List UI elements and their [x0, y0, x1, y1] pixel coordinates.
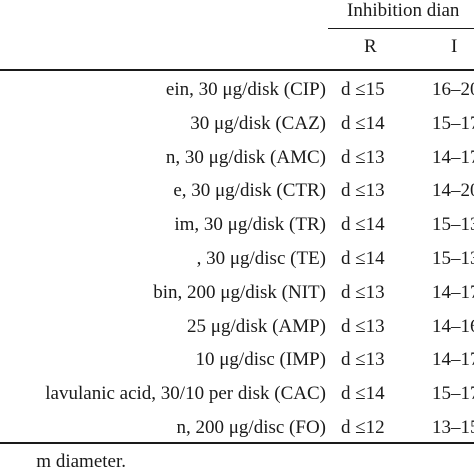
r-cell: d ≤13 [341, 146, 385, 168]
agent-cell: im, 30 μg/disk (TR) [174, 214, 326, 236]
i-cell: 15–17 [432, 112, 474, 134]
table-row: n, 200 μg/disc (FO) d ≤12 13–15 [0, 411, 474, 445]
table-row: , 30 μg/disc (TE) d ≤14 15–13 [0, 242, 474, 276]
table-row: bin, 200 μg/disk (NIT) d ≤13 14–17 [0, 276, 474, 310]
r-cell: d ≤14 [341, 383, 385, 405]
r-cell: d ≤12 [341, 416, 385, 438]
table-row: im, 30 μg/disk (TR) d ≤14 15–13 [0, 208, 474, 242]
agent-cell: bin, 200 μg/disk (NIT) [153, 281, 326, 303]
agent-cell: lavulanic acid, 30/10 per disk (CAC) [45, 383, 326, 405]
table-row: ein, 30 μg/disk (CIP) d ≤15 16–20 [0, 73, 474, 107]
agent-cell: e, 30 μg/disk (CTR) [173, 180, 326, 202]
i-cell: 15–13 [432, 214, 474, 236]
table-top-rule [328, 28, 474, 29]
table-row: 10 μg/disc (IMP) d ≤13 14–17 [0, 343, 474, 377]
table-footnote: m diameter. [36, 451, 126, 472]
i-cell: 15–13 [432, 247, 474, 269]
agent-cell: n, 200 μg/disc (FO) [176, 416, 326, 438]
r-cell: d ≤13 [341, 349, 385, 371]
i-cell: 16–20 [432, 79, 474, 100]
table-row: lavulanic acid, 30/10 per disk (CAC) d ≤… [0, 377, 474, 411]
table-bottom-rule [0, 442, 474, 444]
i-cell: 14–20 [432, 180, 474, 202]
r-cell: d ≤13 [341, 180, 385, 202]
table-header-rule [0, 69, 474, 71]
agent-cell: 30 μg/disk (CAZ) [190, 112, 326, 134]
r-cell: d ≤14 [341, 214, 385, 236]
r-cell: d ≤13 [341, 315, 385, 337]
r-cell: d ≤14 [341, 112, 385, 134]
table-row: 30 μg/disk (CAZ) d ≤14 15–17 [0, 107, 474, 141]
agent-cell: ein, 30 μg/disk (CIP) [165, 79, 326, 100]
column-header-r: R [364, 36, 377, 57]
table-body: ein, 30 μg/disk (CIP) d ≤15 16–20 30 μg/… [0, 73, 474, 445]
r-cell: d ≤13 [341, 281, 385, 303]
i-cell: 14–17 [432, 281, 474, 303]
column-header-i: I [451, 36, 458, 57]
i-cell: 14–17 [432, 349, 474, 371]
agent-cell: 25 μg/disk (AMP) [187, 315, 326, 337]
group-header: Inhibition dian [347, 0, 460, 21]
table-row: e, 30 μg/disk (CTR) d ≤13 14–20 [0, 174, 474, 208]
agent-cell: n, 30 μg/disk (AMC) [165, 146, 326, 168]
agent-cell: 10 μg/disc (IMP) [195, 349, 326, 371]
i-cell: 14–17 [432, 146, 474, 168]
i-cell: 14–16 [432, 315, 474, 337]
r-cell: d ≤14 [341, 247, 385, 269]
table-row: 25 μg/disk (AMP) d ≤13 14–16 [0, 310, 474, 344]
agent-cell: , 30 μg/disc (TE) [196, 247, 326, 269]
i-cell: 13–15 [432, 416, 474, 438]
table-row: n, 30 μg/disk (AMC) d ≤13 14–17 [0, 141, 474, 175]
i-cell: 15–17 [432, 383, 474, 405]
r-cell: d ≤15 [341, 79, 385, 100]
